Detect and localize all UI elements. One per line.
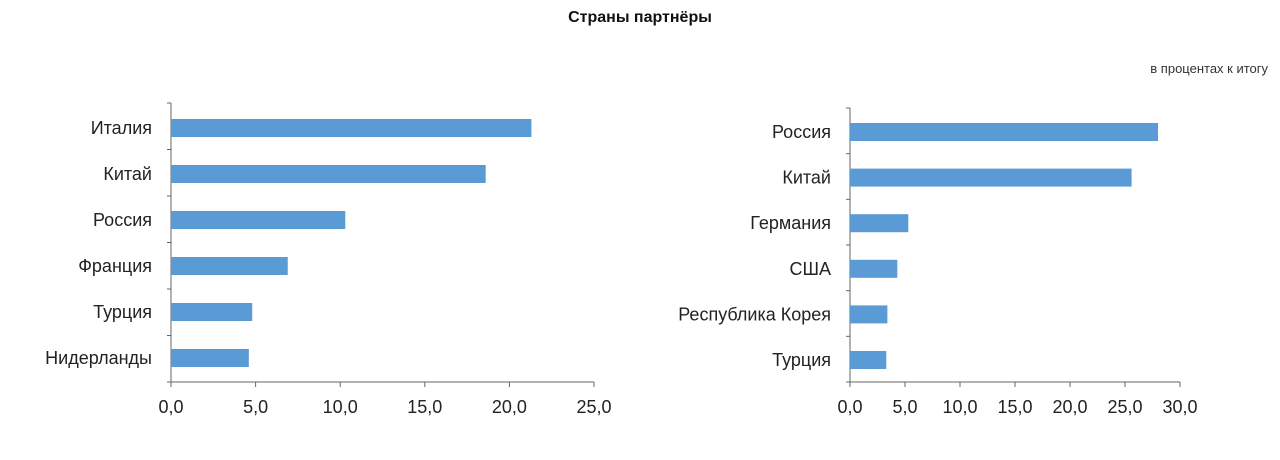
category-label: Китай [103, 164, 152, 184]
bar [850, 168, 1132, 187]
bar [850, 123, 1158, 141]
category-label: Республика Корея [678, 304, 831, 324]
category-label: Франция [78, 256, 152, 276]
chart-title: Страны партнёры [568, 9, 712, 26]
category-label: Италия [91, 118, 152, 138]
bar [850, 351, 887, 369]
x-tick-label: 10,0 [323, 397, 358, 417]
bar [171, 349, 249, 367]
category-label: Германия [750, 213, 831, 233]
category-label: США [789, 259, 831, 279]
bar [171, 211, 346, 229]
x-tick-label: 15,0 [407, 397, 442, 417]
category-label: Китай [782, 168, 831, 188]
chart-1: 0,0 5,0 10,0 15,0 20,0 25,0 Италия Китай Россия Ф… [45, 102, 612, 417]
x-tick-label: 20,0 [1052, 397, 1087, 417]
category-label: Россия [93, 210, 152, 230]
category-label: Нидерланды [45, 348, 152, 368]
bar [171, 165, 486, 183]
x-tick-label: 5,0 [243, 397, 268, 417]
bar [171, 303, 253, 321]
category-label: Турция [93, 302, 152, 322]
unit-note: в процентах к итогу [1150, 61, 1268, 76]
bar [171, 257, 288, 275]
x-tick-label: 15,0 [997, 397, 1032, 417]
x-tick-label: 30,0 [1162, 397, 1197, 417]
bar [850, 305, 888, 324]
bar [171, 119, 532, 137]
x-tick-label: 10,0 [942, 397, 977, 417]
x-tick-label: 0,0 [158, 397, 183, 417]
x-tick-label: 25,0 [576, 397, 611, 417]
bar [850, 259, 898, 278]
x-tick-label: 20,0 [492, 397, 527, 417]
category-label: Россия [772, 122, 831, 142]
x-tick-label: 5,0 [892, 397, 917, 417]
x-tick-label: 25,0 [1107, 397, 1142, 417]
x-tick-label: 0,0 [837, 397, 862, 417]
chart-2: 0,0 5,0 10,0 15,0 20,0 25,0 30,0 Россия Китай Гер… [678, 107, 1198, 417]
bar [850, 214, 909, 233]
category-label: Турция [772, 350, 831, 370]
